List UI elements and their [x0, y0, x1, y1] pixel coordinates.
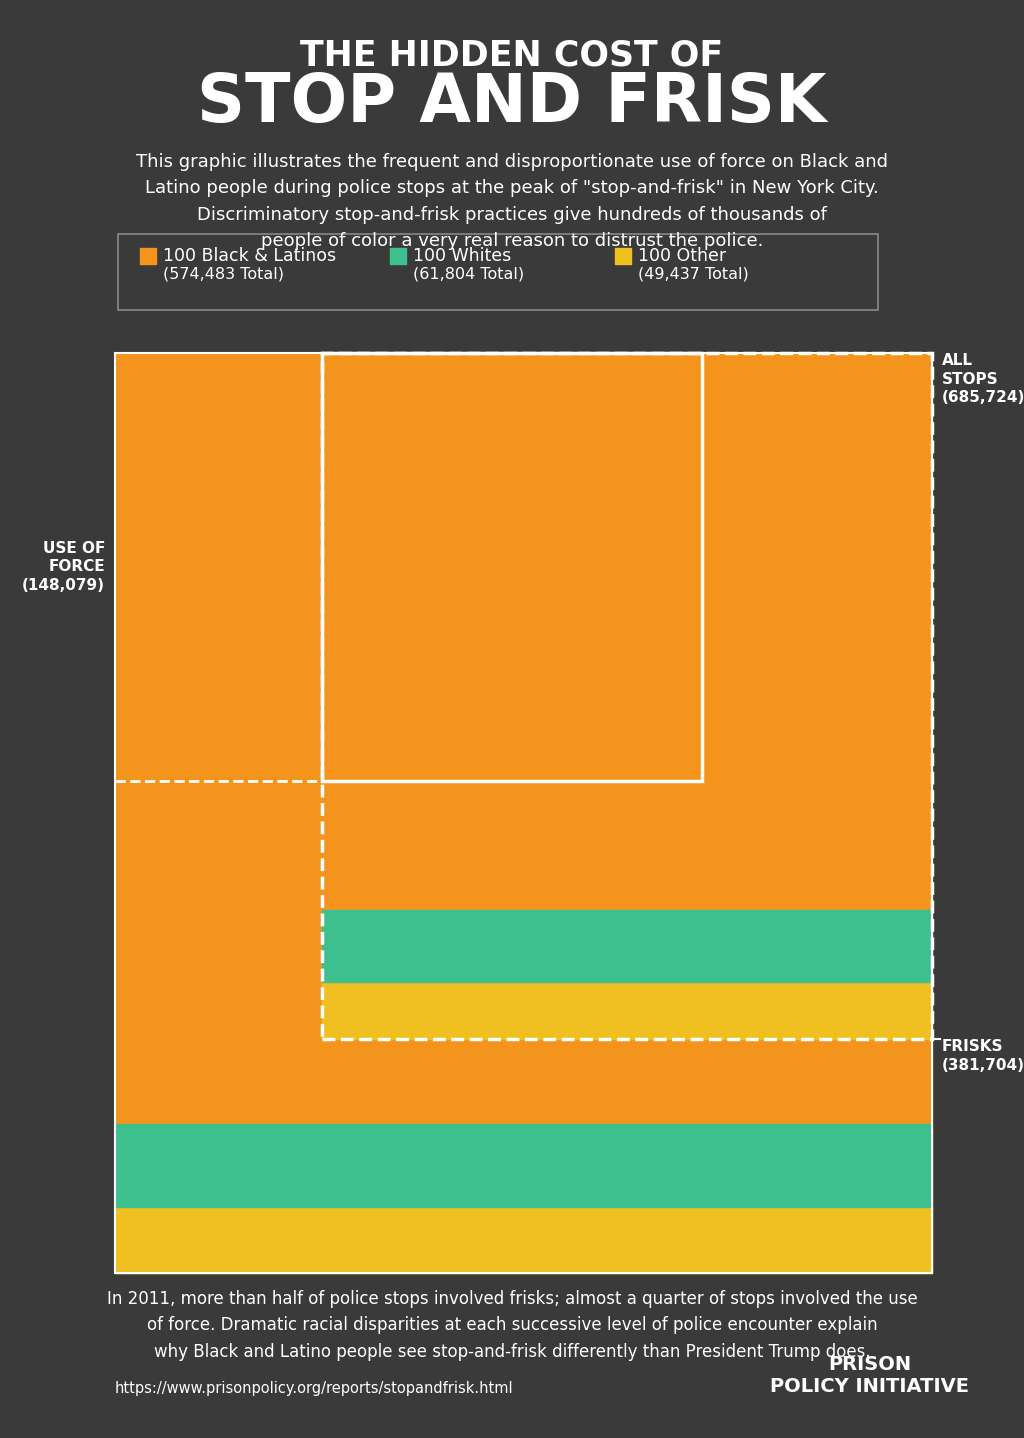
Bar [323, 1206, 932, 1273]
Text: 100 Other: 100 Other [638, 247, 726, 266]
Text: https://www.prisonpolicy.org/reports/stopandfrisk.html: https://www.prisonpolicy.org/reports/sto… [115, 1380, 514, 1395]
Bar [323, 1123, 932, 1206]
Text: FRISKS
(381,704): FRISKS (381,704) [942, 1040, 1024, 1073]
Bar [323, 910, 932, 982]
Bar [140, 249, 156, 265]
Text: In 2011, more than half of police stops involved frisks; almost a quarter of sto: In 2011, more than half of police stops … [106, 1290, 918, 1360]
Text: PRISON
POLICY INITIATIVE: PRISON POLICY INITIATIVE [770, 1356, 970, 1396]
Text: STOP AND FRISK: STOP AND FRISK [198, 70, 826, 137]
Text: THE HIDDEN COST OF: THE HIDDEN COST OF [300, 37, 724, 72]
Text: (574,483 Total): (574,483 Total) [163, 266, 284, 282]
Text: (61,804 Total): (61,804 Total) [413, 266, 524, 282]
Bar [615, 249, 631, 265]
Bar [390, 249, 406, 265]
Text: USE OF
FORCE
(148,079): USE OF FORCE (148,079) [22, 541, 105, 592]
Bar [323, 352, 932, 1040]
Bar [118, 234, 878, 311]
Bar [115, 352, 932, 1273]
Bar [115, 1123, 323, 1206]
Text: 100 Whites: 100 Whites [413, 247, 511, 266]
Text: This graphic illustrates the frequent and disproportionate use of force on Black: This graphic illustrates the frequent an… [136, 152, 888, 250]
Bar [323, 982, 932, 1040]
Bar [323, 352, 702, 781]
Text: 100 Black & Latinos: 100 Black & Latinos [163, 247, 336, 266]
Text: ALL
STOPS
(685,724): ALL STOPS (685,724) [942, 352, 1024, 406]
Text: (49,437 Total): (49,437 Total) [638, 266, 749, 282]
Bar [115, 1206, 323, 1273]
Bar [115, 352, 932, 1273]
